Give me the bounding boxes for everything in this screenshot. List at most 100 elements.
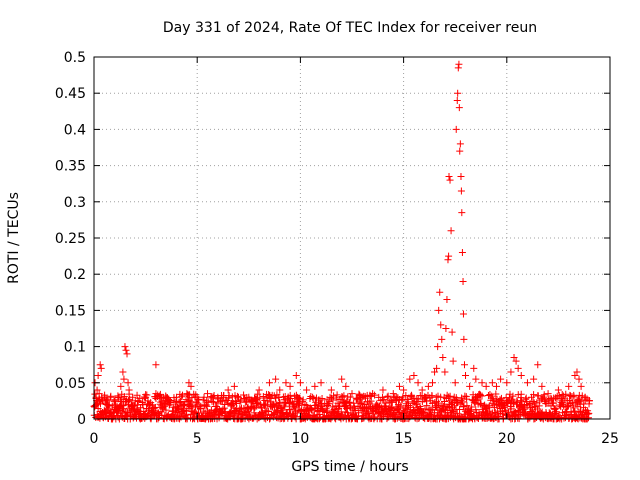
data-point: [94, 372, 102, 380]
data-point: [484, 403, 492, 411]
data-point: [459, 277, 467, 285]
data-point: [530, 375, 538, 383]
data-point: [281, 403, 289, 411]
data-point: [134, 398, 142, 406]
data-point: [435, 399, 443, 407]
data-point: [438, 335, 446, 343]
data-point: [210, 392, 218, 400]
data-point: [434, 343, 442, 351]
data-point: [265, 393, 273, 401]
data-point: [221, 408, 229, 416]
data-point: [159, 405, 167, 413]
data-point: [209, 398, 217, 406]
data-point: [251, 404, 259, 412]
data-point: [384, 392, 392, 400]
data-point: [458, 398, 466, 406]
data-point: [451, 379, 459, 387]
data-point: [95, 390, 103, 398]
data-point: [233, 392, 241, 400]
data-point: [453, 96, 461, 104]
data-point: [214, 393, 222, 401]
y-tick-label: 0.5: [64, 50, 86, 66]
data-point: [468, 403, 476, 411]
data-point: [581, 393, 589, 401]
y-tick-label: 0.05: [55, 376, 86, 392]
y-tick-label: 0.3: [64, 195, 86, 211]
data-point: [286, 382, 294, 390]
data-point: [562, 390, 570, 398]
data-point: [375, 408, 383, 416]
data-point: [488, 379, 496, 387]
data-point: [236, 406, 244, 414]
data-point: [555, 391, 563, 399]
data-point: [130, 405, 138, 413]
data-point: [272, 375, 280, 383]
data-point: [585, 409, 593, 417]
data-point: [414, 379, 422, 387]
data-point: [383, 393, 391, 401]
data-point: [456, 147, 464, 155]
data-point: [553, 408, 561, 416]
data-point: [318, 394, 326, 402]
data-point: [308, 406, 316, 414]
data-point: [162, 406, 170, 414]
data-point: [414, 395, 422, 403]
data-point: [503, 379, 511, 387]
y-tick-label: 0.1: [64, 340, 86, 356]
data-point: [458, 248, 466, 256]
data-point: [98, 397, 106, 405]
data-point: [290, 404, 298, 412]
data-point: [173, 393, 181, 401]
x-tick-label: 5: [193, 431, 202, 447]
data-point: [575, 375, 583, 383]
data-point: [421, 405, 429, 413]
data-point: [230, 382, 238, 390]
data-point: [478, 379, 486, 387]
data-point: [446, 392, 454, 400]
y-tick-label: 0.2: [64, 267, 86, 283]
data-point: [492, 390, 500, 398]
data-point: [364, 409, 372, 417]
data-point: [253, 399, 261, 407]
data-point: [544, 390, 552, 398]
data-point: [394, 394, 402, 402]
data-point: [388, 398, 396, 406]
x-tick-label: 25: [601, 431, 619, 447]
data-point: [428, 379, 436, 387]
data-point: [486, 390, 494, 398]
data-point: [424, 382, 432, 390]
data-point: [396, 402, 404, 410]
data-point: [276, 399, 284, 407]
data-point: [150, 404, 158, 412]
data-point: [472, 375, 480, 383]
data-point: [189, 414, 197, 422]
data-point: [208, 397, 216, 405]
data-point: [463, 395, 471, 403]
data-point: [333, 391, 341, 399]
data-point: [117, 382, 125, 390]
data-point: [139, 401, 147, 409]
data-point: [456, 405, 464, 413]
data-point: [457, 187, 465, 195]
data-point: [484, 392, 492, 400]
data-point: [492, 382, 500, 390]
data-point: [431, 368, 439, 376]
data-point: [96, 361, 104, 369]
data-point: [286, 394, 294, 402]
data-point: [472, 396, 480, 404]
plot-frame: [93, 56, 611, 420]
data-point: [276, 386, 284, 394]
data-point: [517, 390, 525, 398]
data-point: [571, 372, 579, 380]
data-point: [445, 252, 453, 260]
data-point: [225, 392, 233, 400]
data-point: [360, 414, 368, 422]
data-point: [145, 400, 153, 408]
data-point: [530, 391, 538, 399]
data-point: [440, 397, 448, 405]
data-point: [110, 397, 118, 405]
y-tick-label: 0.4: [64, 122, 86, 138]
data-point: [400, 386, 408, 394]
data-point: [119, 402, 127, 410]
data-point: [316, 410, 324, 418]
